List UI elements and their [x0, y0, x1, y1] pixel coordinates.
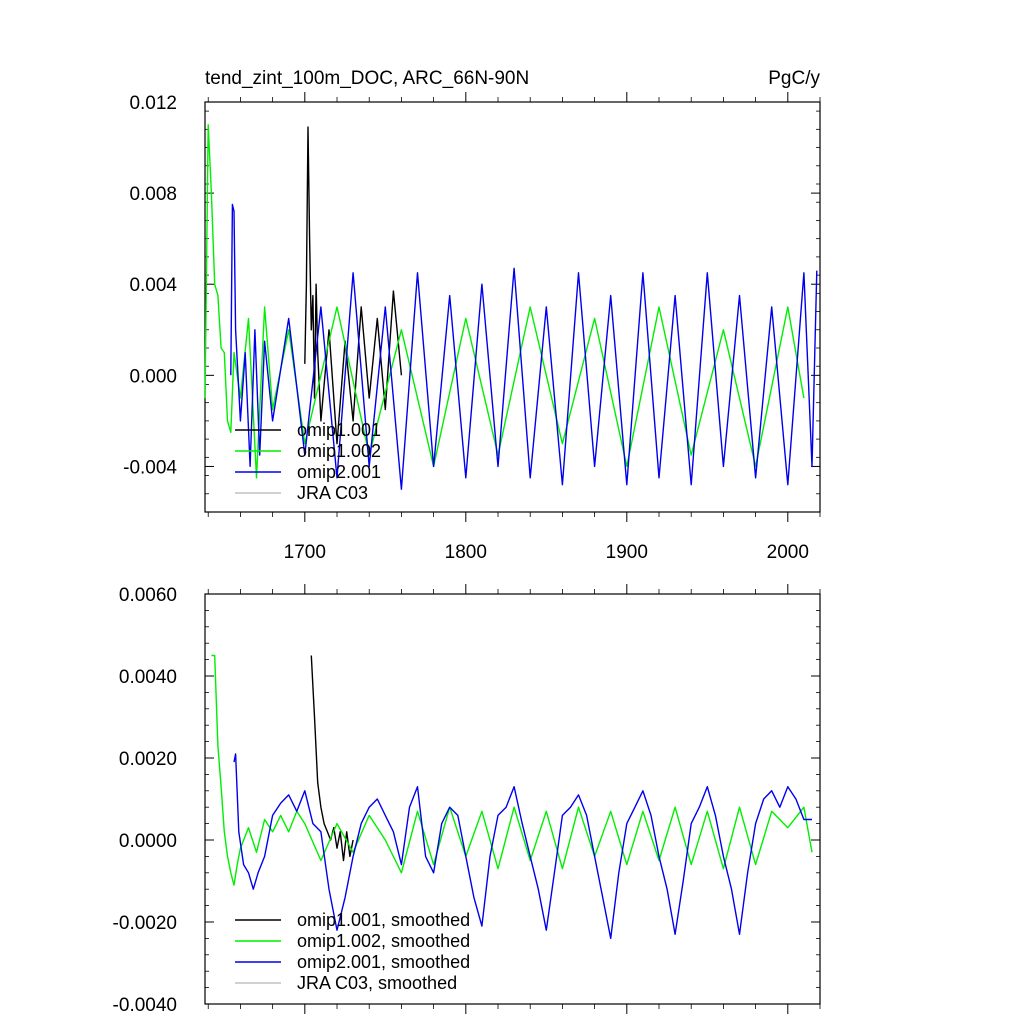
series-line-omip1-001	[304, 126, 403, 445]
y-tick-label: 0.004	[129, 275, 177, 296]
y-tick-label: 0.0040	[119, 667, 177, 688]
x-tick-label: 2000	[767, 542, 809, 563]
x-tick-label: 1800	[445, 542, 487, 563]
top-series-group	[204, 124, 818, 490]
series-line-omip1-001	[310, 655, 354, 862]
legend-label: omip1.001	[297, 420, 381, 440]
legend-label: JRA C03	[297, 483, 368, 503]
y-tick-label: 0.008	[129, 184, 177, 205]
top-x-axis: 1700 1800 1900 2000	[207, 92, 821, 563]
legend-label: JRA C03, smoothed	[297, 973, 457, 993]
y-tick-label: -0.0020	[113, 913, 177, 934]
legend-label: omip1.001, smoothed	[297, 910, 470, 930]
series-line-omip2-001	[230, 203, 818, 490]
legend-label: omip2.001	[297, 462, 381, 482]
legend-label: omip1.002	[297, 441, 381, 461]
series-line-omip1-002	[211, 654, 813, 886]
y-tick-label: -0.004	[123, 457, 177, 478]
legend-label: omip1.002, smoothed	[297, 931, 470, 951]
y-tick-label: 0.0000	[119, 831, 177, 852]
top-panel: tend_zint_100m_DOC, ARC_66N-90N PgC/y -0…	[123, 68, 821, 563]
y-tick-label: 0.012	[129, 93, 177, 114]
top-panel-title: tend_zint_100m_DOC, ARC_66N-90N	[205, 68, 529, 89]
y-tick-label: 0.0020	[119, 749, 177, 770]
bottom-y-axis: -0.0040 -0.0020 0.0000 0.0020 0.0040 0.0060	[113, 585, 820, 1016]
x-tick-label: 1700	[284, 542, 326, 563]
bottom-panel: -0.0040 -0.0020 0.0000 0.0020 0.0040 0.0060 o…	[113, 584, 821, 1016]
bottom-series-group	[211, 654, 813, 940]
top-panel-units: PgC/y	[768, 68, 820, 89]
y-tick-label: 0.000	[129, 366, 177, 387]
series-line-omip2-001	[233, 753, 812, 940]
bottom-x-axis	[207, 584, 821, 1014]
series-line-omip1-002	[204, 124, 805, 479]
top-y-axis: -0.004 0.000 0.004 0.008 0.012	[123, 93, 820, 513]
x-tick-label: 1900	[606, 542, 648, 563]
bottom-plot-frame	[204, 593, 821, 1005]
y-tick-label: -0.0040	[113, 995, 177, 1016]
y-tick-label: 0.0060	[119, 585, 177, 606]
legend-label: omip2.001, smoothed	[297, 952, 470, 972]
top-plot-frame	[204, 101, 821, 513]
